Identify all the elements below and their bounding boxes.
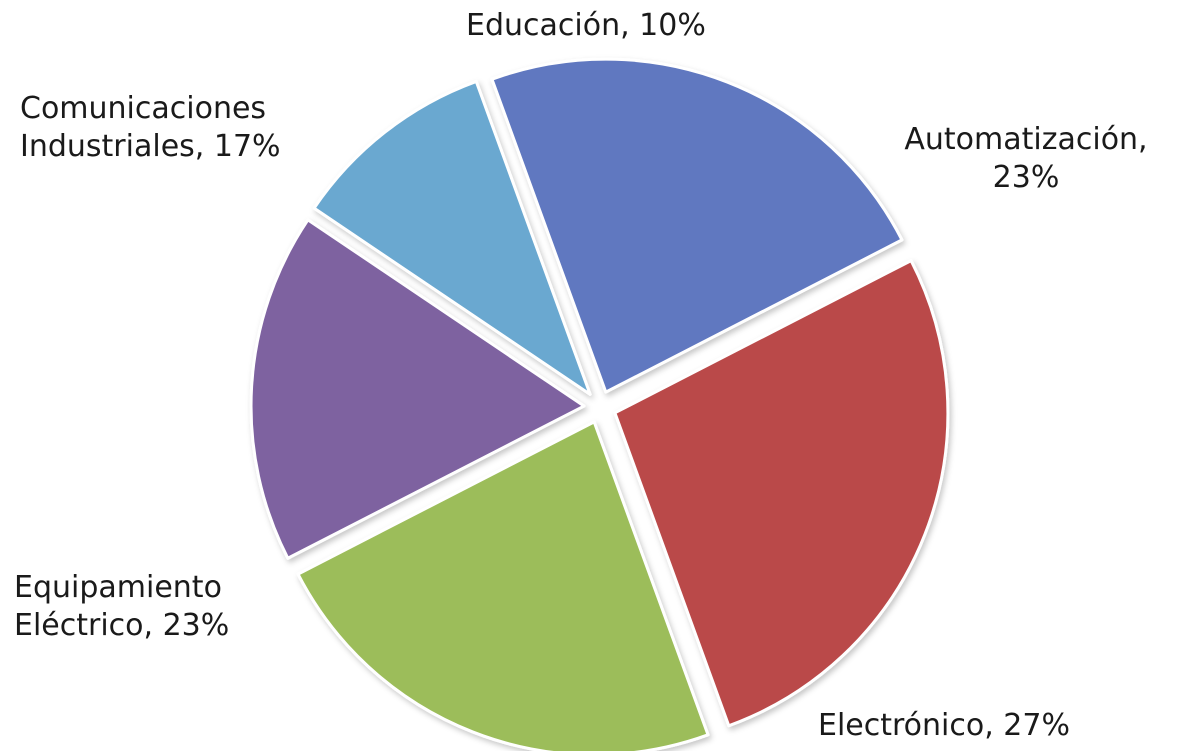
pie-slice-comunicaciones-industriales <box>249 218 586 560</box>
slice-label-comunicaciones-line-1: Comunicaciones <box>20 91 267 126</box>
slice-label-electronico-line-1: Electrónico, 27% <box>818 708 1070 743</box>
pie-slice-electronico <box>613 259 950 728</box>
slice-label-comunicaciones-industriales: Comunicaciones Industriales, 17% <box>20 90 281 166</box>
slice-label-automatizacion-line-2: 23% <box>992 160 1060 195</box>
pie-slice-automatizacion <box>490 57 904 394</box>
slice-label-automatizacion-line-1: Automatización, <box>904 122 1148 157</box>
slice-label-equipamiento-line-2: Eléctrico, 23% <box>14 608 230 643</box>
slice-label-equipamiento-line-1: Equipamiento <box>14 570 222 605</box>
slice-label-educacion: Educación, 10% <box>466 7 706 45</box>
pie-slice-educacion <box>312 79 592 396</box>
slice-label-electronico: Electrónico, 27% <box>818 707 1070 745</box>
slice-label-educacion-line-1: Educación, 10% <box>466 8 706 43</box>
slice-label-equipamiento-electrico: Equipamiento Eléctrico, 23% <box>14 569 229 645</box>
pie-slice-equipamiento-electrico <box>296 420 710 751</box>
slice-label-comunicaciones-line-2: Industriales, 17% <box>20 129 281 164</box>
slice-label-automatizacion: Automatización, 23% <box>886 121 1166 197</box>
